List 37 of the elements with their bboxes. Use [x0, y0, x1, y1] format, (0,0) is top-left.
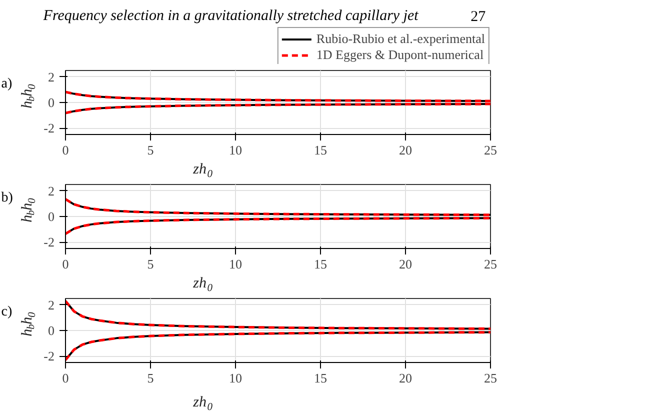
text: 27 [470, 9, 486, 26]
x-tick-label: 10 [229, 142, 242, 158]
x-tick-label: 20 [399, 256, 412, 272]
y-axis-title: hbh0 [20, 83, 38, 108]
text: c) [1, 304, 13, 320]
y-tick-label: -2 [44, 120, 55, 136]
x-tick-label: 0 [62, 142, 69, 158]
x-tick-label: 25 [484, 370, 497, 386]
y-tick-label: -2 [44, 234, 55, 250]
x-tick-label: 5 [147, 142, 154, 158]
x-tick-label: 25 [484, 142, 497, 158]
x-tick-label: 0 [62, 256, 69, 272]
y-tick-label: 0 [48, 323, 54, 338]
y-tick-label: 0 [48, 95, 54, 110]
x-tick-label: 10 [229, 256, 242, 272]
y-tick-label: 2 [48, 297, 54, 312]
x-tick-label: 5 [147, 256, 154, 272]
x-tick-label: 25 [484, 256, 497, 272]
y-tick-label: 2 [48, 183, 54, 198]
legend-label: Rubio-Rubio et al.-experimental [316, 31, 485, 47]
x-tick-label: 15 [314, 370, 327, 386]
text: a) [1, 76, 13, 92]
chart-title: Frequency selection in a gravitationally stretched capillary jet [42, 8, 420, 24]
x-tick-label: 20 [399, 370, 412, 386]
x-tick-label: 5 [147, 370, 154, 386]
y-tick-label: -2 [44, 348, 55, 364]
y-tick-label: 2 [48, 69, 54, 84]
x-tick-label: 20 [399, 142, 412, 158]
x-tick-label: 15 [314, 142, 327, 158]
legend-label: 1D Eggers & Dupont-numerical [316, 47, 484, 63]
y-axis-title: hbh0 [20, 197, 38, 222]
x-tick-label: 15 [314, 256, 327, 272]
text: b) [1, 190, 14, 206]
y-axis-title: hbh0 [20, 311, 38, 336]
x-tick-label: 0 [62, 370, 69, 386]
y-tick-label: 0 [48, 209, 54, 224]
x-tick-label: 10 [229, 370, 242, 386]
